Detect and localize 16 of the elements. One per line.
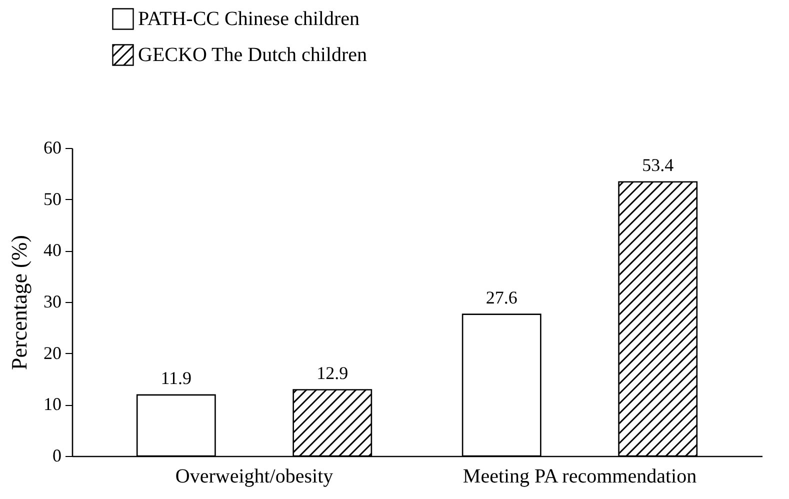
y-axis-title: Percentage (%) — [6, 235, 32, 370]
data-label: 12.9 — [316, 362, 348, 383]
data-label: 53.4 — [642, 154, 674, 175]
data-label: 11.9 — [160, 368, 192, 388]
y-tick-label: 60 — [44, 138, 62, 158]
x-tick-label: Overweight/obesity — [175, 466, 334, 488]
y-tick-label: 0 — [52, 446, 62, 466]
y-tick-label: 40 — [44, 240, 62, 260]
legend-label: GECKO The Dutch children — [138, 44, 368, 66]
y-tick-label: 10 — [44, 394, 62, 414]
data-label: 27.6 — [486, 287, 518, 308]
x-tick-label: Meeting PA recommendation — [462, 466, 697, 488]
y-tick-label: 50 — [44, 188, 62, 209]
y-tick-label: 20 — [44, 342, 62, 363]
legend-label: PATH-CC Chinese children — [138, 8, 360, 30]
y-tick-label: 30 — [44, 292, 62, 312]
